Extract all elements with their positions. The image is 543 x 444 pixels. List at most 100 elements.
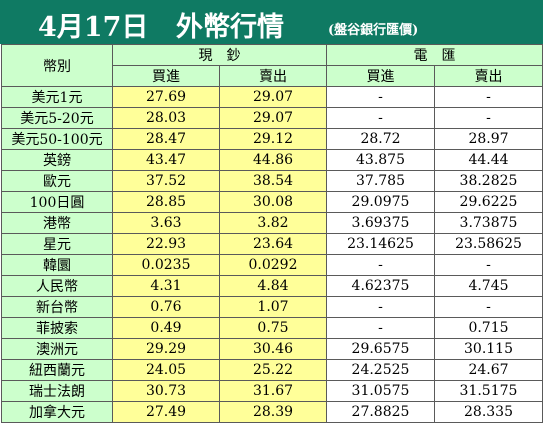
cash-buy-cell: 0.0235 [112,254,220,276]
table-row: 澳洲元 29.29 30.46 29.6575 30.115 [1,338,543,360]
remit-sell-cell: 44.44 [434,149,543,171]
remit-buy-cell: - [326,254,435,276]
cash-buy-cell: 27.49 [112,401,220,423]
cash-group-header: 現 鈔 [112,44,327,66]
table-row: 新台幣 0.76 1.07- - [1,296,543,318]
currency-name-cell: 100日圓 [1,191,113,213]
cash-sell-header: 賣出 [219,65,327,87]
table-row: 菲披索 0.49 0.75-0.715 [1,317,543,339]
cash-buy-cell: 3.63 [112,212,220,234]
currency-name-cell: 美元50-100元 [1,128,113,150]
cash-buy-cell: 29.29 [112,338,220,360]
cash-sell-cell: 28.39 [219,401,327,423]
remit-buy-cell: 23.14625 [326,233,435,255]
cash-sell-cell: 30.46 [219,338,327,360]
table-row: 人民幣 4.31 4.84 4.62375 4.745 [1,275,543,297]
table-row: 美元5-20元 28.03 29.07- - [1,107,543,129]
currency-name-cell: 星元 [1,233,113,255]
cash-buy-cell: 4.31 [112,275,220,297]
currency-name-cell: 英鎊 [1,149,113,171]
cash-buy-cell: 30.73 [112,380,220,402]
remit-sell-cell: 4.745 [434,275,543,297]
currency-column-header: 幣別 [1,44,113,87]
cash-buy-cell: 37.52 [112,170,220,192]
title-banner: 4月17日 外幣行情 (盤谷銀行匯價) [0,0,543,44]
remit-sell-cell: 28.97 [434,128,543,150]
page-title: 外幣行情 [176,12,284,43]
remit-sell-cell: 24.67 [434,359,543,381]
remit-group-header: 電 匯 [326,44,543,66]
table-row: 歐元 37.52 38.54 37.785 38.2825 [1,170,543,192]
remit-buy-cell: 27.8825 [326,401,435,423]
remit-sell-cell: - [434,107,543,129]
remit-buy-cell: 43.875 [326,149,435,171]
remit-buy-header: 買進 [326,65,435,87]
cash-buy-cell: 22.93 [112,233,220,255]
cash-buy-cell: 27.69 [112,86,220,108]
currency-name-cell: 美元1元 [1,86,113,108]
currency-name-cell: 加拿大元 [1,401,113,423]
table-row: 港幣 3.63 3.82 3.69375 3.73875 [1,212,543,234]
cash-sell-cell: 25.22 [219,359,327,381]
currency-name-cell: 人民幣 [1,275,113,297]
table-row: 韓圜 0.0235 0.0292- - [1,254,543,276]
remit-sell-cell: 28.335 [434,401,543,423]
currency-name-cell: 紐西蘭元 [1,359,113,381]
exchange-rate-table: 幣別 現 鈔 電 匯 買進 賣出 買進 賣出 美元1元 27.69 29.07- - 美… [1,44,543,423]
source-note: (盤谷銀行匯價) [328,23,419,38]
remit-sell-cell: 3.73875 [434,212,543,234]
table-row: 星元 22.93 23.64 23.14625 23.58625 [1,233,543,255]
cash-sell-cell: 29.12 [219,128,327,150]
remit-sell-cell: 30.115 [434,338,543,360]
date-label: 4月17日 [38,12,149,43]
remit-sell-cell: - [434,86,543,108]
cash-sell-cell: 23.64 [219,233,327,255]
currency-name-cell: 新台幣 [1,296,113,318]
remit-sell-cell: - [434,254,543,276]
remit-sell-cell: 23.58625 [434,233,543,255]
table-row: 美元50-100元 28.47 29.12 28.72 28.97 [1,128,543,150]
remit-buy-cell: - [326,107,435,129]
remit-sell-header: 賣出 [434,65,543,87]
remit-buy-cell: 29.0975 [326,191,435,213]
remit-buy-cell: 29.6575 [326,338,435,360]
currency-name-cell: 港幣 [1,212,113,234]
remit-buy-cell: 31.0575 [326,380,435,402]
cash-buy-cell: 24.05 [112,359,220,381]
cash-sell-cell: 44.86 [219,149,327,171]
remit-sell-cell: 31.5175 [434,380,543,402]
remit-buy-cell: 3.69375 [326,212,435,234]
currency-name-cell: 韓圜 [1,254,113,276]
remit-buy-cell: 4.62375 [326,275,435,297]
cash-buy-header: 買進 [112,65,220,87]
cash-sell-cell: 30.08 [219,191,327,213]
remit-buy-cell: 28.72 [326,128,435,150]
cash-buy-cell: 28.85 [112,191,220,213]
cash-sell-cell: 1.07 [219,296,327,318]
remit-sell-cell: 29.6225 [434,191,543,213]
table-row: 100日圓 28.85 30.08 29.0975 29.6225 [1,191,543,213]
cash-buy-cell: 28.47 [112,128,220,150]
cash-sell-cell: 0.75 [219,317,327,339]
cash-sell-cell: 3.82 [219,212,327,234]
remit-sell-cell: 0.715 [434,317,543,339]
cash-buy-cell: 43.47 [112,149,220,171]
remit-sell-cell: 38.2825 [434,170,543,192]
cash-buy-cell: 0.49 [112,317,220,339]
cash-sell-cell: 29.07 [219,86,327,108]
table-row: 加拿大元 27.49 28.39 27.8825 28.335 [1,401,543,423]
header-row-subcolumns: 買進 賣出 買進 賣出 [2,65,543,87]
cash-buy-cell: 0.76 [112,296,220,318]
currency-name-cell: 菲披索 [1,317,113,339]
table-row: 瑞士法朗 30.73 31.67 31.0575 31.5175 [1,380,543,402]
currency-name-cell: 瑞士法朗 [1,380,113,402]
remit-buy-cell: - [326,296,435,318]
currency-name-cell: 歐元 [1,170,113,192]
table-row: 英鎊 43.47 44.86 43.875 44.44 [1,149,543,171]
remit-sell-cell: - [434,296,543,318]
remit-buy-cell: 24.2525 [326,359,435,381]
header-row-groups: 幣別 現 鈔 電 匯 [1,44,543,87]
cash-sell-cell: 38.54 [219,170,327,192]
cash-buy-cell: 28.03 [112,107,220,129]
remit-buy-cell: 37.785 [326,170,435,192]
